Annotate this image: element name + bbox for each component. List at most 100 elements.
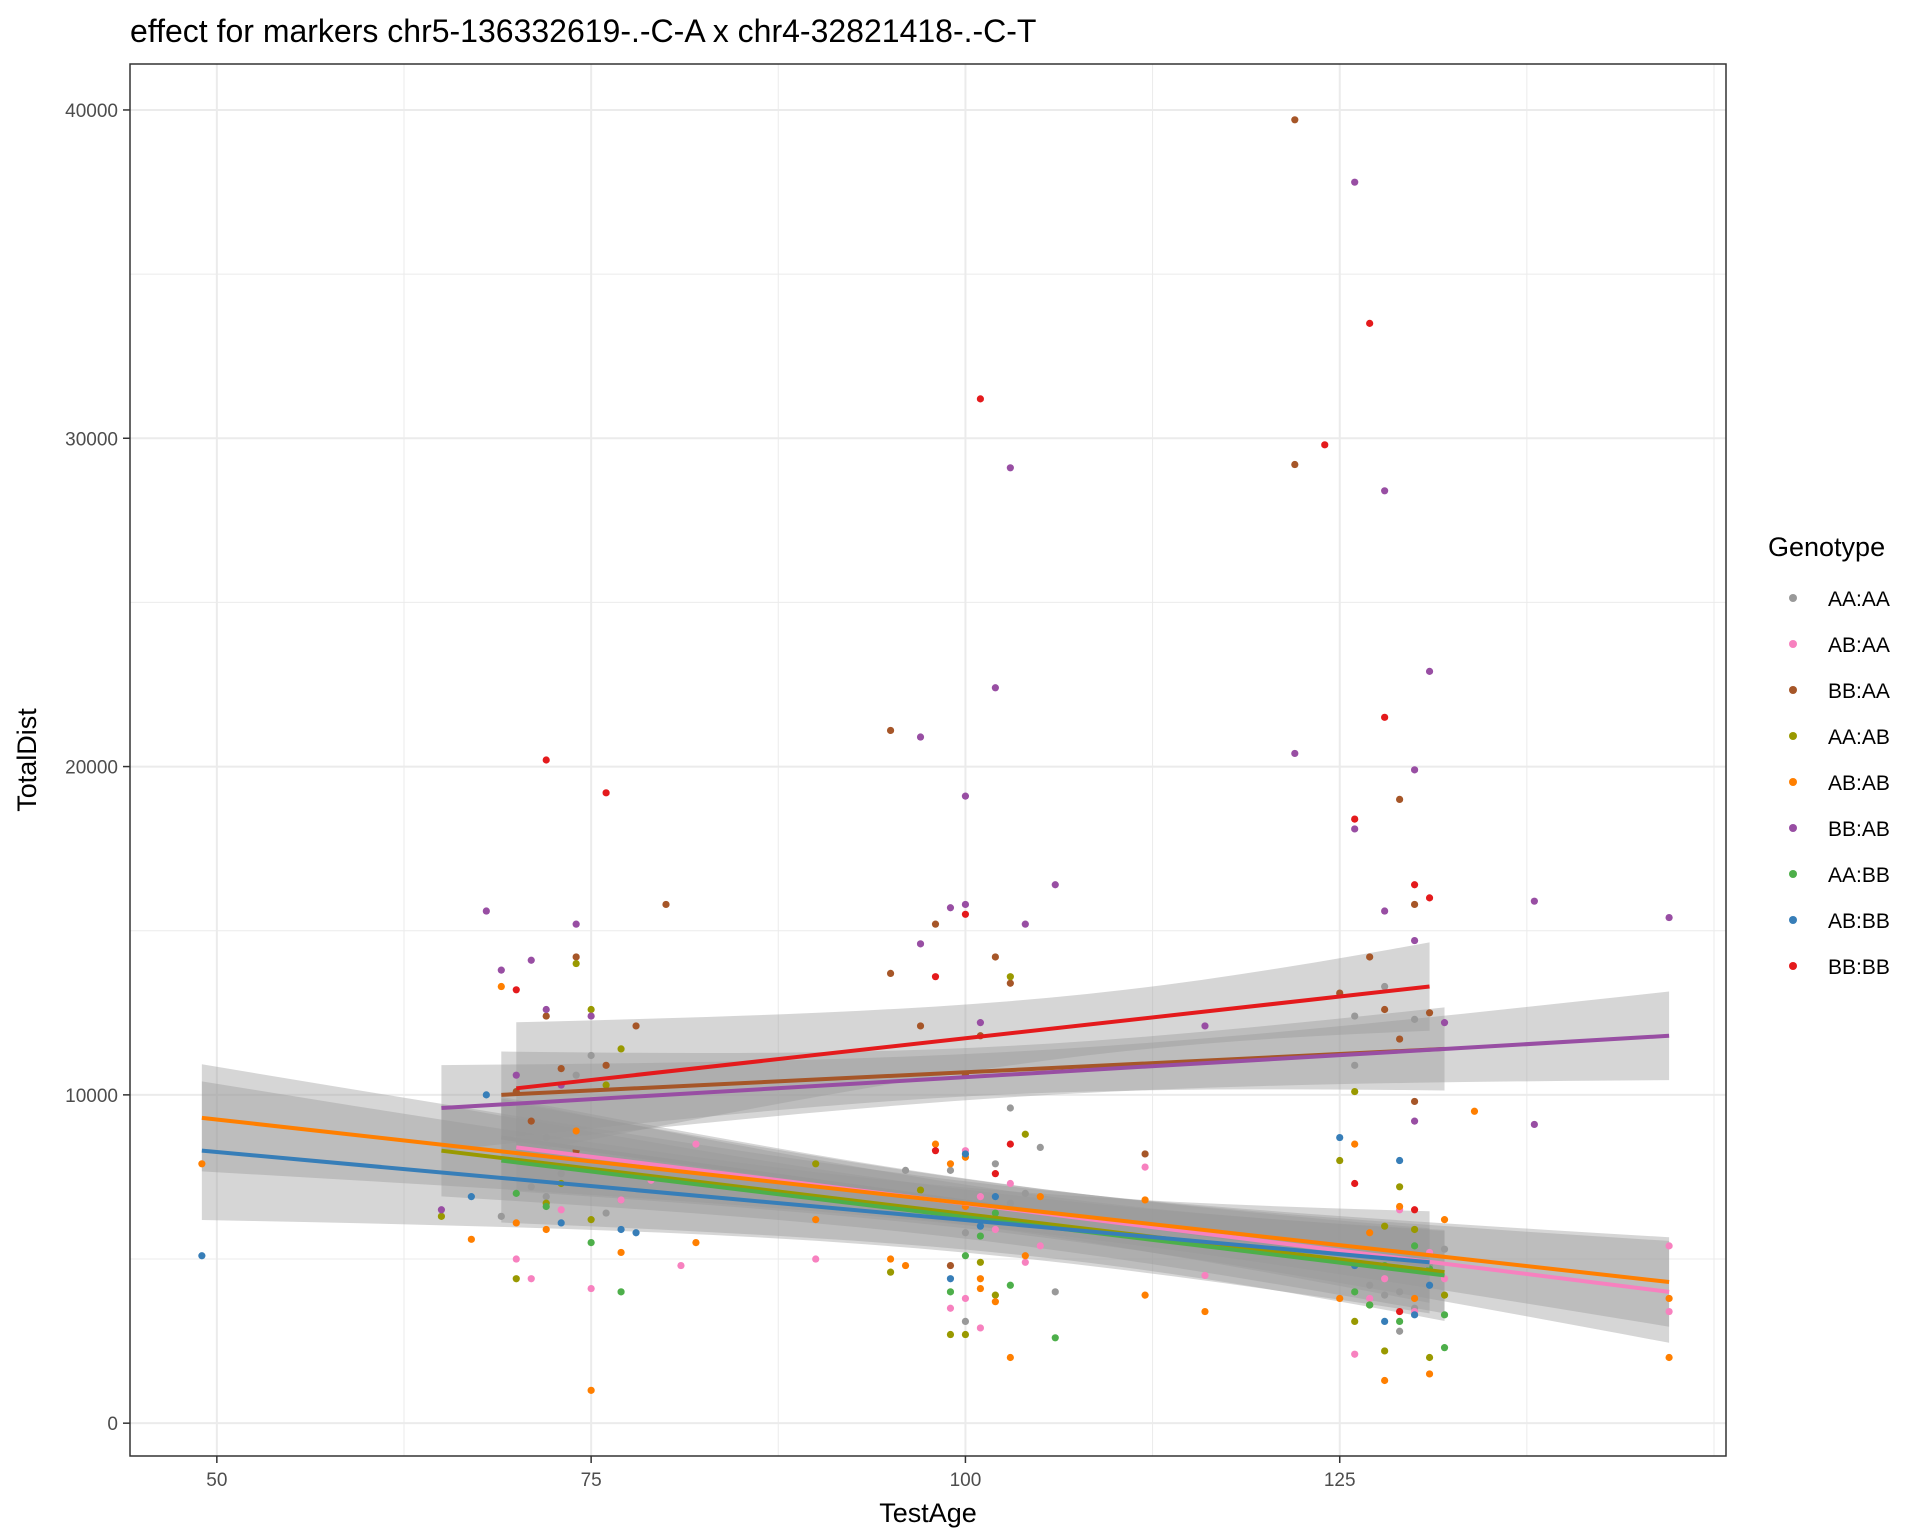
data-point [1440, 1291, 1449, 1299]
data-point [602, 1209, 610, 1217]
data-point [1425, 667, 1434, 675]
data-point [557, 1206, 565, 1214]
data-point [542, 1005, 550, 1014]
data-point [1410, 936, 1419, 945]
y-tick-label: 40000 [65, 101, 118, 122]
data-point [1381, 1317, 1389, 1325]
data-point [916, 1186, 925, 1194]
data-point [916, 733, 925, 741]
data-point [886, 1268, 895, 1276]
data-point [1530, 897, 1538, 905]
data-point [1006, 1140, 1014, 1148]
gridlines [130, 64, 1726, 1456]
data-point [901, 1261, 910, 1270]
data-point [602, 1081, 610, 1089]
data-point [1291, 460, 1299, 469]
data-point [931, 973, 940, 981]
data-point [946, 1304, 955, 1312]
data-point [1036, 1143, 1044, 1151]
legend-key [1789, 870, 1797, 878]
data-point [1381, 1291, 1389, 1299]
data-point [617, 1288, 625, 1296]
data-point [198, 1252, 206, 1260]
legend-key [1789, 778, 1797, 786]
data-point [1396, 1317, 1404, 1325]
data-point [1396, 1035, 1404, 1043]
data-point [1425, 1370, 1434, 1378]
data-point [1425, 1281, 1434, 1289]
legend-label: AA:AB [1828, 726, 1890, 749]
legend-key [1789, 686, 1797, 694]
data-point [512, 986, 520, 994]
data-point [1410, 881, 1419, 889]
data-point [961, 1317, 970, 1325]
data-point [1321, 441, 1329, 449]
chart-title: effect for markers chr5-136332619-.-C-A … [130, 13, 1036, 49]
data-point [1291, 116, 1299, 124]
legend-label: AA:AA [1828, 588, 1890, 611]
plot-border [129, 63, 1727, 1457]
data-point [946, 904, 955, 912]
data-point [946, 1288, 955, 1296]
data-point [976, 1232, 985, 1240]
data-point [991, 1225, 999, 1234]
data-point [1336, 1294, 1344, 1303]
legend-key [1789, 640, 1797, 648]
plot-panel [130, 64, 1726, 1456]
data-point [527, 1117, 535, 1125]
data-point [692, 1239, 700, 1247]
data-point [1440, 1245, 1449, 1253]
data-point [512, 1255, 520, 1263]
data-point [946, 1330, 955, 1339]
data-point [1381, 1222, 1389, 1230]
data-point [1141, 1150, 1149, 1158]
data-point [976, 1275, 985, 1283]
data-point [632, 1229, 640, 1237]
data-point [991, 1209, 999, 1217]
data-point [1410, 1225, 1419, 1234]
data-point [991, 1298, 999, 1306]
data-point [1336, 1156, 1344, 1165]
legend-label: AB:AB [1828, 772, 1890, 795]
data-point [991, 953, 999, 961]
fit-line [501, 1158, 1445, 1278]
data-point [976, 1284, 985, 1293]
data-point [587, 1051, 595, 1060]
data-point [1021, 1258, 1029, 1266]
data-point [1530, 1120, 1538, 1129]
data-point [1440, 1019, 1449, 1027]
data-point [482, 907, 490, 915]
data-point [886, 969, 895, 977]
data-point [512, 1275, 520, 1283]
data-point [557, 1065, 565, 1073]
confidence-band [441, 1104, 1445, 1314]
data-point [901, 1166, 910, 1174]
legend-label: BB:AA [1828, 680, 1890, 703]
data-point [602, 789, 610, 797]
data-point [991, 1170, 999, 1178]
data-point [1396, 1288, 1404, 1296]
y-tick-label: 10000 [65, 1086, 118, 1107]
data-point [1410, 1015, 1419, 1023]
data-point [1006, 1281, 1014, 1289]
legend-key [1789, 916, 1797, 924]
data-point [961, 1294, 970, 1303]
data-point [572, 920, 580, 928]
data-point [1665, 913, 1673, 922]
data-point [991, 1193, 999, 1201]
data-point [1410, 1206, 1419, 1214]
data-point [542, 1193, 550, 1201]
data-point [1366, 1294, 1374, 1303]
data-point [1396, 1307, 1404, 1316]
data-point [198, 1160, 206, 1168]
y-tick-label: 0 [107, 1414, 118, 1435]
x-axis-title: TestAge [879, 1498, 977, 1528]
data-point [497, 982, 505, 991]
data-point [1351, 178, 1359, 186]
data-point [572, 959, 580, 968]
data-point [692, 1140, 700, 1148]
data-point [1665, 1242, 1673, 1250]
data-point [587, 1386, 595, 1394]
data-point [587, 1284, 595, 1293]
